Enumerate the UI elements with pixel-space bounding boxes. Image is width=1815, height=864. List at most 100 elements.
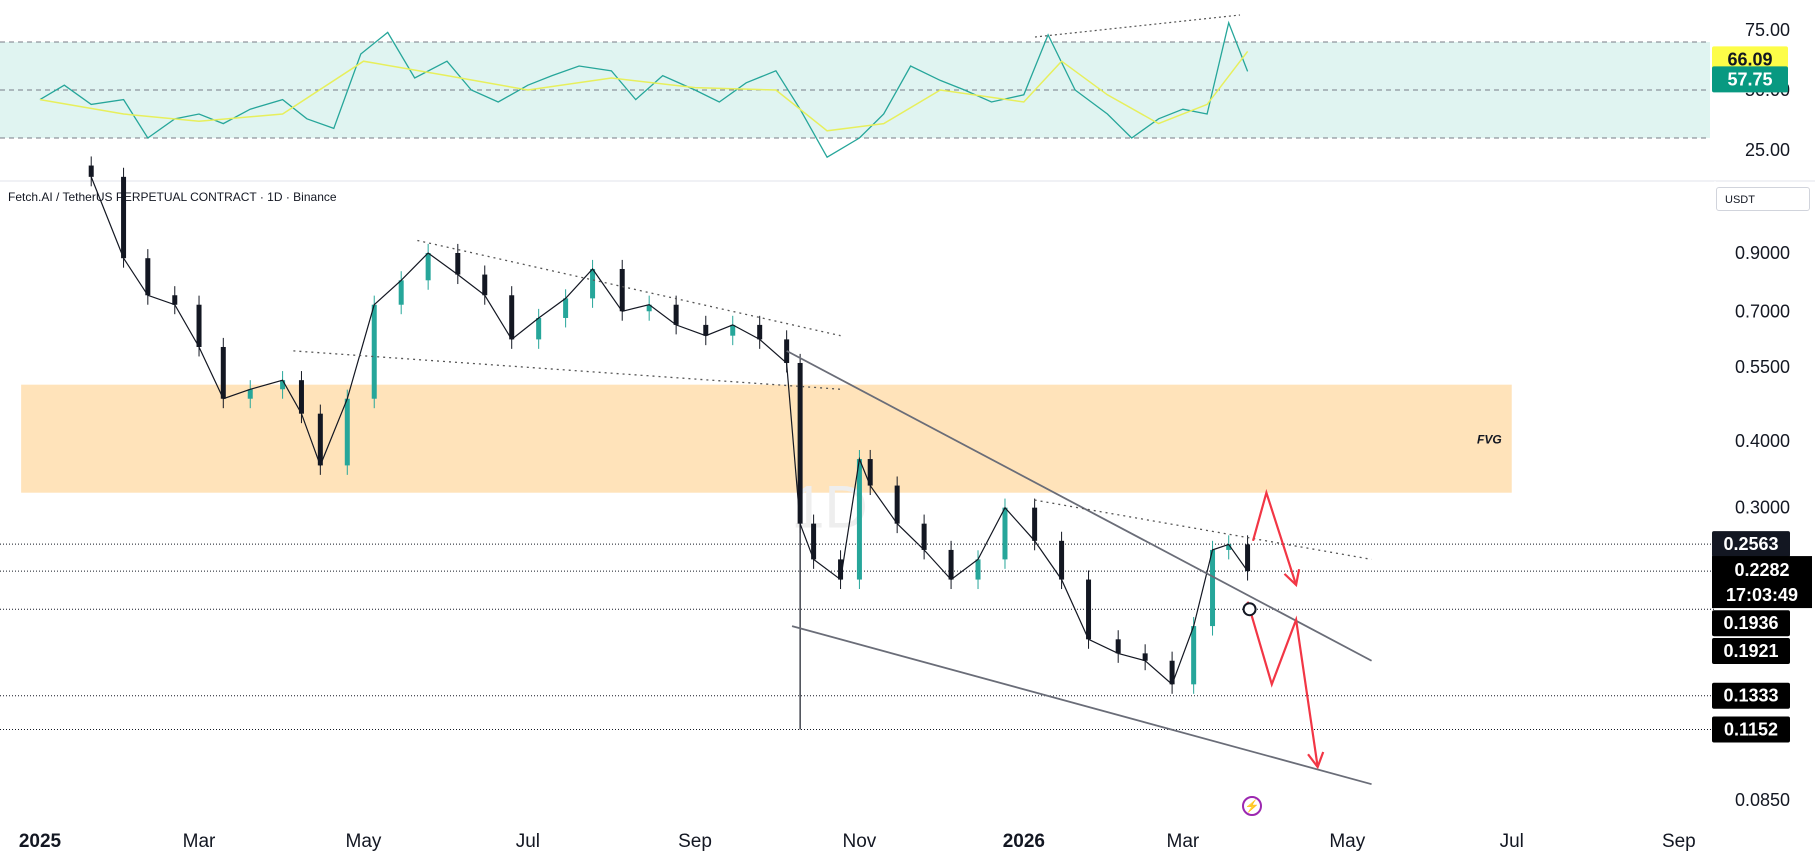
price-label-level-bg	[1712, 610, 1790, 637]
trendline-dotted	[293, 350, 841, 390]
candle-body	[921, 523, 927, 550]
time-tick-label: May	[1329, 831, 1365, 852]
price-label-low: 0.1152	[1724, 720, 1778, 740]
lightning-icon[interactable]: ⚡	[1242, 796, 1262, 816]
projection-arrow-head	[1307, 751, 1325, 770]
candle-body	[811, 523, 817, 560]
candle-body	[455, 253, 461, 275]
price-tick-label: 0.4000	[1735, 431, 1790, 451]
price-tick-label: 0.9000	[1735, 243, 1790, 263]
candle-body	[247, 389, 253, 399]
candle-body	[838, 559, 844, 580]
countdown-label: 17:03:49	[1726, 585, 1798, 605]
currency-selector[interactable]: USDT	[1716, 187, 1810, 211]
time-tick-label: Mar	[1167, 831, 1200, 852]
projection-arrow	[1246, 601, 1319, 768]
candle-body	[894, 485, 900, 524]
fvg-label: FVG	[1477, 433, 1502, 447]
candle-body	[1086, 579, 1092, 640]
price-tick-label: 0.3000	[1735, 498, 1790, 518]
candle-body	[1210, 549, 1216, 627]
candle-body	[509, 295, 515, 340]
oscillator-signal-label: 57.75	[1727, 69, 1772, 89]
candle-body	[88, 165, 94, 177]
candle-body	[673, 304, 679, 325]
chart-title: Fetch.AI / TetherUS PERPETUAL CONTRACT ·…	[8, 190, 337, 204]
candle-body	[317, 413, 323, 466]
candle-body	[482, 274, 488, 296]
candle-body	[196, 304, 202, 347]
candle-body	[730, 324, 736, 336]
time-tick-label: Nov	[843, 831, 877, 852]
oscillator-tick-label: 75.00	[1745, 20, 1790, 40]
price-tick-label: 0.0850	[1735, 790, 1790, 810]
candle-body	[1059, 540, 1065, 580]
candle-body	[371, 304, 377, 399]
price-label-low-bg	[1712, 682, 1790, 709]
time-tick-label: Sep	[1662, 831, 1696, 852]
candle-body	[1191, 626, 1197, 685]
time-tick-label: Sep	[678, 831, 712, 852]
price-label-low: 0.1333	[1723, 686, 1778, 706]
price-label-high-bg	[1712, 531, 1790, 558]
time-tick-label: 2026	[1003, 831, 1045, 852]
trendline-dotted	[417, 239, 841, 337]
candle-body	[344, 398, 350, 466]
oscillator-value-label-bg	[1712, 46, 1788, 73]
price-label-high: 0.2563	[1723, 534, 1778, 554]
trendline-solid	[791, 625, 1372, 786]
fvg-zone	[21, 384, 1512, 493]
price-label-level: 0.1921	[1723, 641, 1778, 661]
last-price-box	[1712, 556, 1812, 609]
candle-body	[1115, 639, 1121, 654]
price-label-level-bg	[1712, 637, 1790, 664]
candle-body	[280, 380, 286, 390]
candle-body	[1226, 544, 1232, 550]
time-tick-label: 2025	[19, 831, 62, 852]
candle-body	[1032, 507, 1038, 541]
candle-body	[298, 380, 304, 414]
price-tick-label: 0.5500	[1735, 357, 1790, 377]
candle-body	[619, 268, 625, 312]
price-label-level: 0.1936	[1723, 613, 1778, 633]
oscillator-divergence-line	[1034, 14, 1241, 38]
last-price-label: 0.2282	[1734, 560, 1789, 580]
price-path	[90, 176, 1249, 686]
candle-body	[1169, 660, 1175, 685]
candle-body	[757, 324, 763, 340]
candle-body	[536, 317, 542, 340]
candle-body	[425, 253, 431, 281]
oscillator-value-label: 66.09	[1727, 49, 1772, 69]
time-tick-label: Jul	[1500, 831, 1524, 852]
candle-body	[948, 549, 954, 580]
candle-body	[1002, 507, 1008, 560]
time-tick-label: Mar	[183, 831, 216, 852]
axes: 75.0050.0025.000.90000.70000.55000.40000…	[19, 20, 1790, 852]
candle-body	[703, 324, 709, 336]
trendline-solid	[786, 350, 1372, 662]
oscillator-tick-label: 25.00	[1745, 140, 1790, 160]
oscillator-line	[39, 20, 1249, 159]
candle-body	[975, 559, 981, 580]
candle-body	[563, 298, 569, 318]
projection-arrow-head	[1283, 568, 1301, 588]
oscillator-signal-label-bg	[1712, 66, 1788, 93]
candle-body	[172, 295, 178, 305]
price-marker	[1242, 602, 1257, 617]
price-label-low-bg	[1712, 716, 1790, 743]
candle-body	[856, 459, 862, 580]
candle-body	[145, 258, 151, 296]
candle-body	[220, 346, 226, 399]
candle-body	[398, 280, 404, 305]
candle-body	[1142, 653, 1148, 661]
candle-body	[1245, 544, 1251, 572]
oscillator-pane	[0, 14, 1815, 182]
time-tick-label: Jul	[516, 831, 540, 852]
candle-body	[867, 459, 873, 486]
projection-arrow	[1251, 488, 1298, 586]
price-tick-label: 0.7000	[1735, 301, 1790, 321]
time-tick-label: May	[346, 831, 382, 852]
